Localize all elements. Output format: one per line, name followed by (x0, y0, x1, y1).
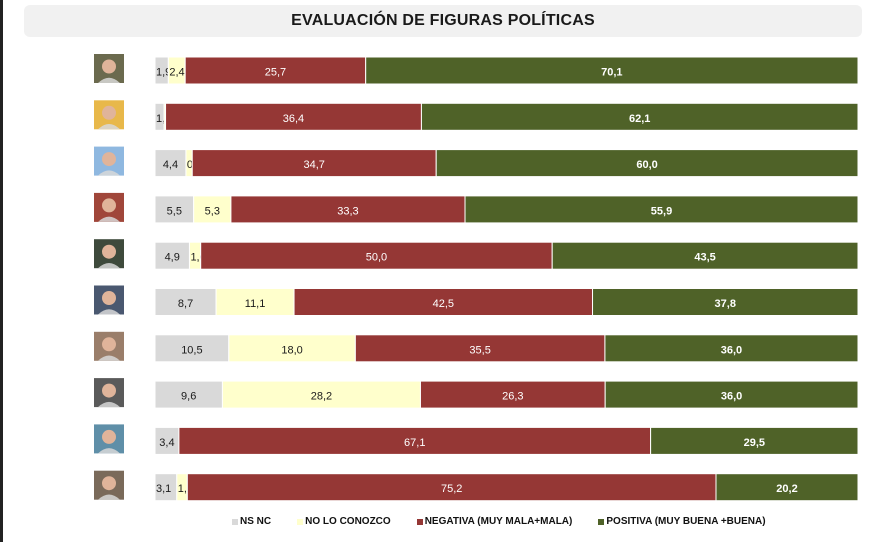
data-label-positiva: 60,0 (636, 159, 657, 171)
bar-segment-nsnc (154, 195, 195, 224)
bar-segment-negativa (419, 380, 606, 409)
bar-segment-positiva (551, 241, 859, 270)
legend-swatch-negativa (416, 518, 423, 525)
data-label-no-lo-conozco: 28,2 (311, 391, 332, 403)
bar-segment-no-lo-conozco (221, 380, 421, 409)
bar-segment-positiva (650, 426, 859, 455)
portrait-photo-icon (94, 192, 124, 222)
data-label-negativa: 75,2 (441, 483, 462, 495)
data-label-positiva: 55,9 (651, 205, 672, 217)
bar-row: 4,9 1,6 50,0 43,5 (94, 239, 859, 270)
data-label-nsnc: 5,5 (167, 205, 182, 217)
data-label-no-lo-conozco: 18,0 (281, 344, 302, 356)
bar-segment-positiva (464, 195, 859, 224)
data-label-positiva: 29,5 (744, 437, 765, 449)
data-label-negativa: 36,4 (283, 113, 304, 125)
data-label-nsnc: 9,6 (181, 391, 196, 403)
data-label-negativa: 34,7 (304, 159, 325, 171)
legend-item-positiva: POSITIVA (MUY BUENA +BUENA) (598, 516, 766, 527)
data-label-no-lo-conozco: 2,4 (169, 67, 184, 79)
data-label-positiva: 62,1 (629, 113, 650, 125)
data-label-negativa: 67,1 (404, 437, 425, 449)
data-label-negativa: 35,5 (469, 344, 490, 356)
bar-segment-positiva (604, 380, 859, 409)
portrait-photo-icon (94, 378, 124, 408)
bar-segment-negativa (191, 149, 437, 178)
bar-segment-no-lo-conozco (228, 334, 356, 363)
bar-segment-negativa (186, 473, 717, 502)
legend-swatch-nsnc (232, 518, 238, 525)
data-label-positiva: 70,1 (601, 67, 622, 79)
data-label-nsnc: 4,4 (163, 159, 178, 171)
data-label-positiva: 36,0 (721, 344, 742, 356)
bar-segment-positiva (420, 102, 859, 131)
data-label-no-lo-conozco: 11,1 (245, 298, 266, 310)
data-label-nsnc: 3,4 (159, 437, 174, 449)
bar-segment-negativa (354, 334, 606, 363)
bar-segment-negativa (293, 288, 594, 316)
legend-label-nsnc: NS NC (240, 516, 272, 527)
legend-item-nsnc: NS NC (232, 516, 271, 527)
portrait-photo-icon (94, 146, 124, 176)
portrait-photo-icon (94, 285, 124, 315)
chart-title: EVALUACIÓN DE FIGURAS POLÍTICAS (291, 12, 595, 29)
legend-label-negativa: NEGATIVA (MUY MALA+MALA) (424, 516, 573, 527)
chart-title-box: EVALUACIÓN DE FIGURAS POLÍTICAS (24, 5, 862, 37)
data-label-positiva: 37,8 (715, 298, 736, 310)
legend-swatch-no-lo-conozco (297, 518, 304, 525)
bar-segment-positiva (365, 56, 859, 85)
legend-swatch-positiva (598, 518, 605, 525)
portrait-photo-icon (94, 470, 124, 500)
bar-row: 9,6 28,2 26,3 36,0 (94, 378, 859, 409)
data-label-positiva: 20,2 (776, 483, 797, 495)
data-label-positiva: 36,0 (721, 391, 742, 403)
portrait-photo-icon (94, 239, 124, 269)
legend-item-negativa: NEGATIVA (MUY MALA+MALA) (416, 516, 573, 527)
portrait-photo-icon (94, 331, 124, 361)
bar-row: 1,336,462,1 (94, 100, 859, 131)
bar-segment-nsnc (154, 288, 217, 316)
legend-label-positiva: POSITIVA (MUY BUENA +BUENA) (606, 516, 766, 527)
data-label-nsnc: 10,5 (181, 344, 202, 356)
bar-row: 5,5 5,3 33,3 55,9 (94, 192, 859, 224)
bar-segment-positiva (592, 288, 859, 316)
data-label-nsnc: 8,7 (178, 298, 193, 310)
bar-segment-negativa (184, 56, 367, 85)
bar-segment-negativa (165, 102, 422, 131)
bar-segment-nsnc (154, 241, 190, 270)
portrait-photo-icon (94, 424, 124, 454)
bar-segment-positiva (435, 149, 859, 178)
data-label-negativa: 26,3 (502, 391, 523, 403)
bar-segment-positiva (715, 473, 859, 502)
data-label-nsnc: 3,1 (156, 483, 171, 495)
data-label-negativa: 50,0 (366, 252, 387, 264)
legend-item-no-lo-conozco: NO LO CONOZCO (297, 516, 391, 527)
bar-row: 8,7 11,1 42,5 37,8 (94, 285, 859, 316)
bar-row: 3,4067,129,5 (94, 424, 859, 455)
data-label-no-lo-conozco: 5,3 (205, 205, 220, 217)
data-label-positiva: 43,5 (694, 252, 715, 264)
data-label-nsnc: 4,9 (165, 252, 180, 264)
data-label-negativa: 33,3 (337, 205, 358, 217)
bar-row: 1,92,4 25,7 70,1 (94, 54, 859, 85)
portrait-photo-icon (94, 100, 124, 130)
bar-row: 4,40,934,760,0 (94, 146, 859, 178)
bar-row: 3,1 1,5 75,2 20,2 (94, 470, 859, 502)
bar-segment-positiva (604, 334, 859, 363)
bar-row: 10,5 18,0 35,5 36,0 (94, 331, 859, 363)
legend-label-no-lo-conozco: NO LO CONOZCO (305, 516, 391, 527)
data-label-negativa: 25,7 (265, 67, 286, 79)
window-edge (0, 0, 3, 542)
legend: NS NC NO LO CONOZCO NEGATIVA (MUY MALA+M… (232, 516, 766, 527)
data-label-negativa: 42,5 (433, 298, 454, 310)
bar-segment-negativa (230, 195, 466, 224)
portrait-photo-icon (94, 54, 124, 83)
data-label-nsnc: 1,9 (156, 67, 171, 79)
